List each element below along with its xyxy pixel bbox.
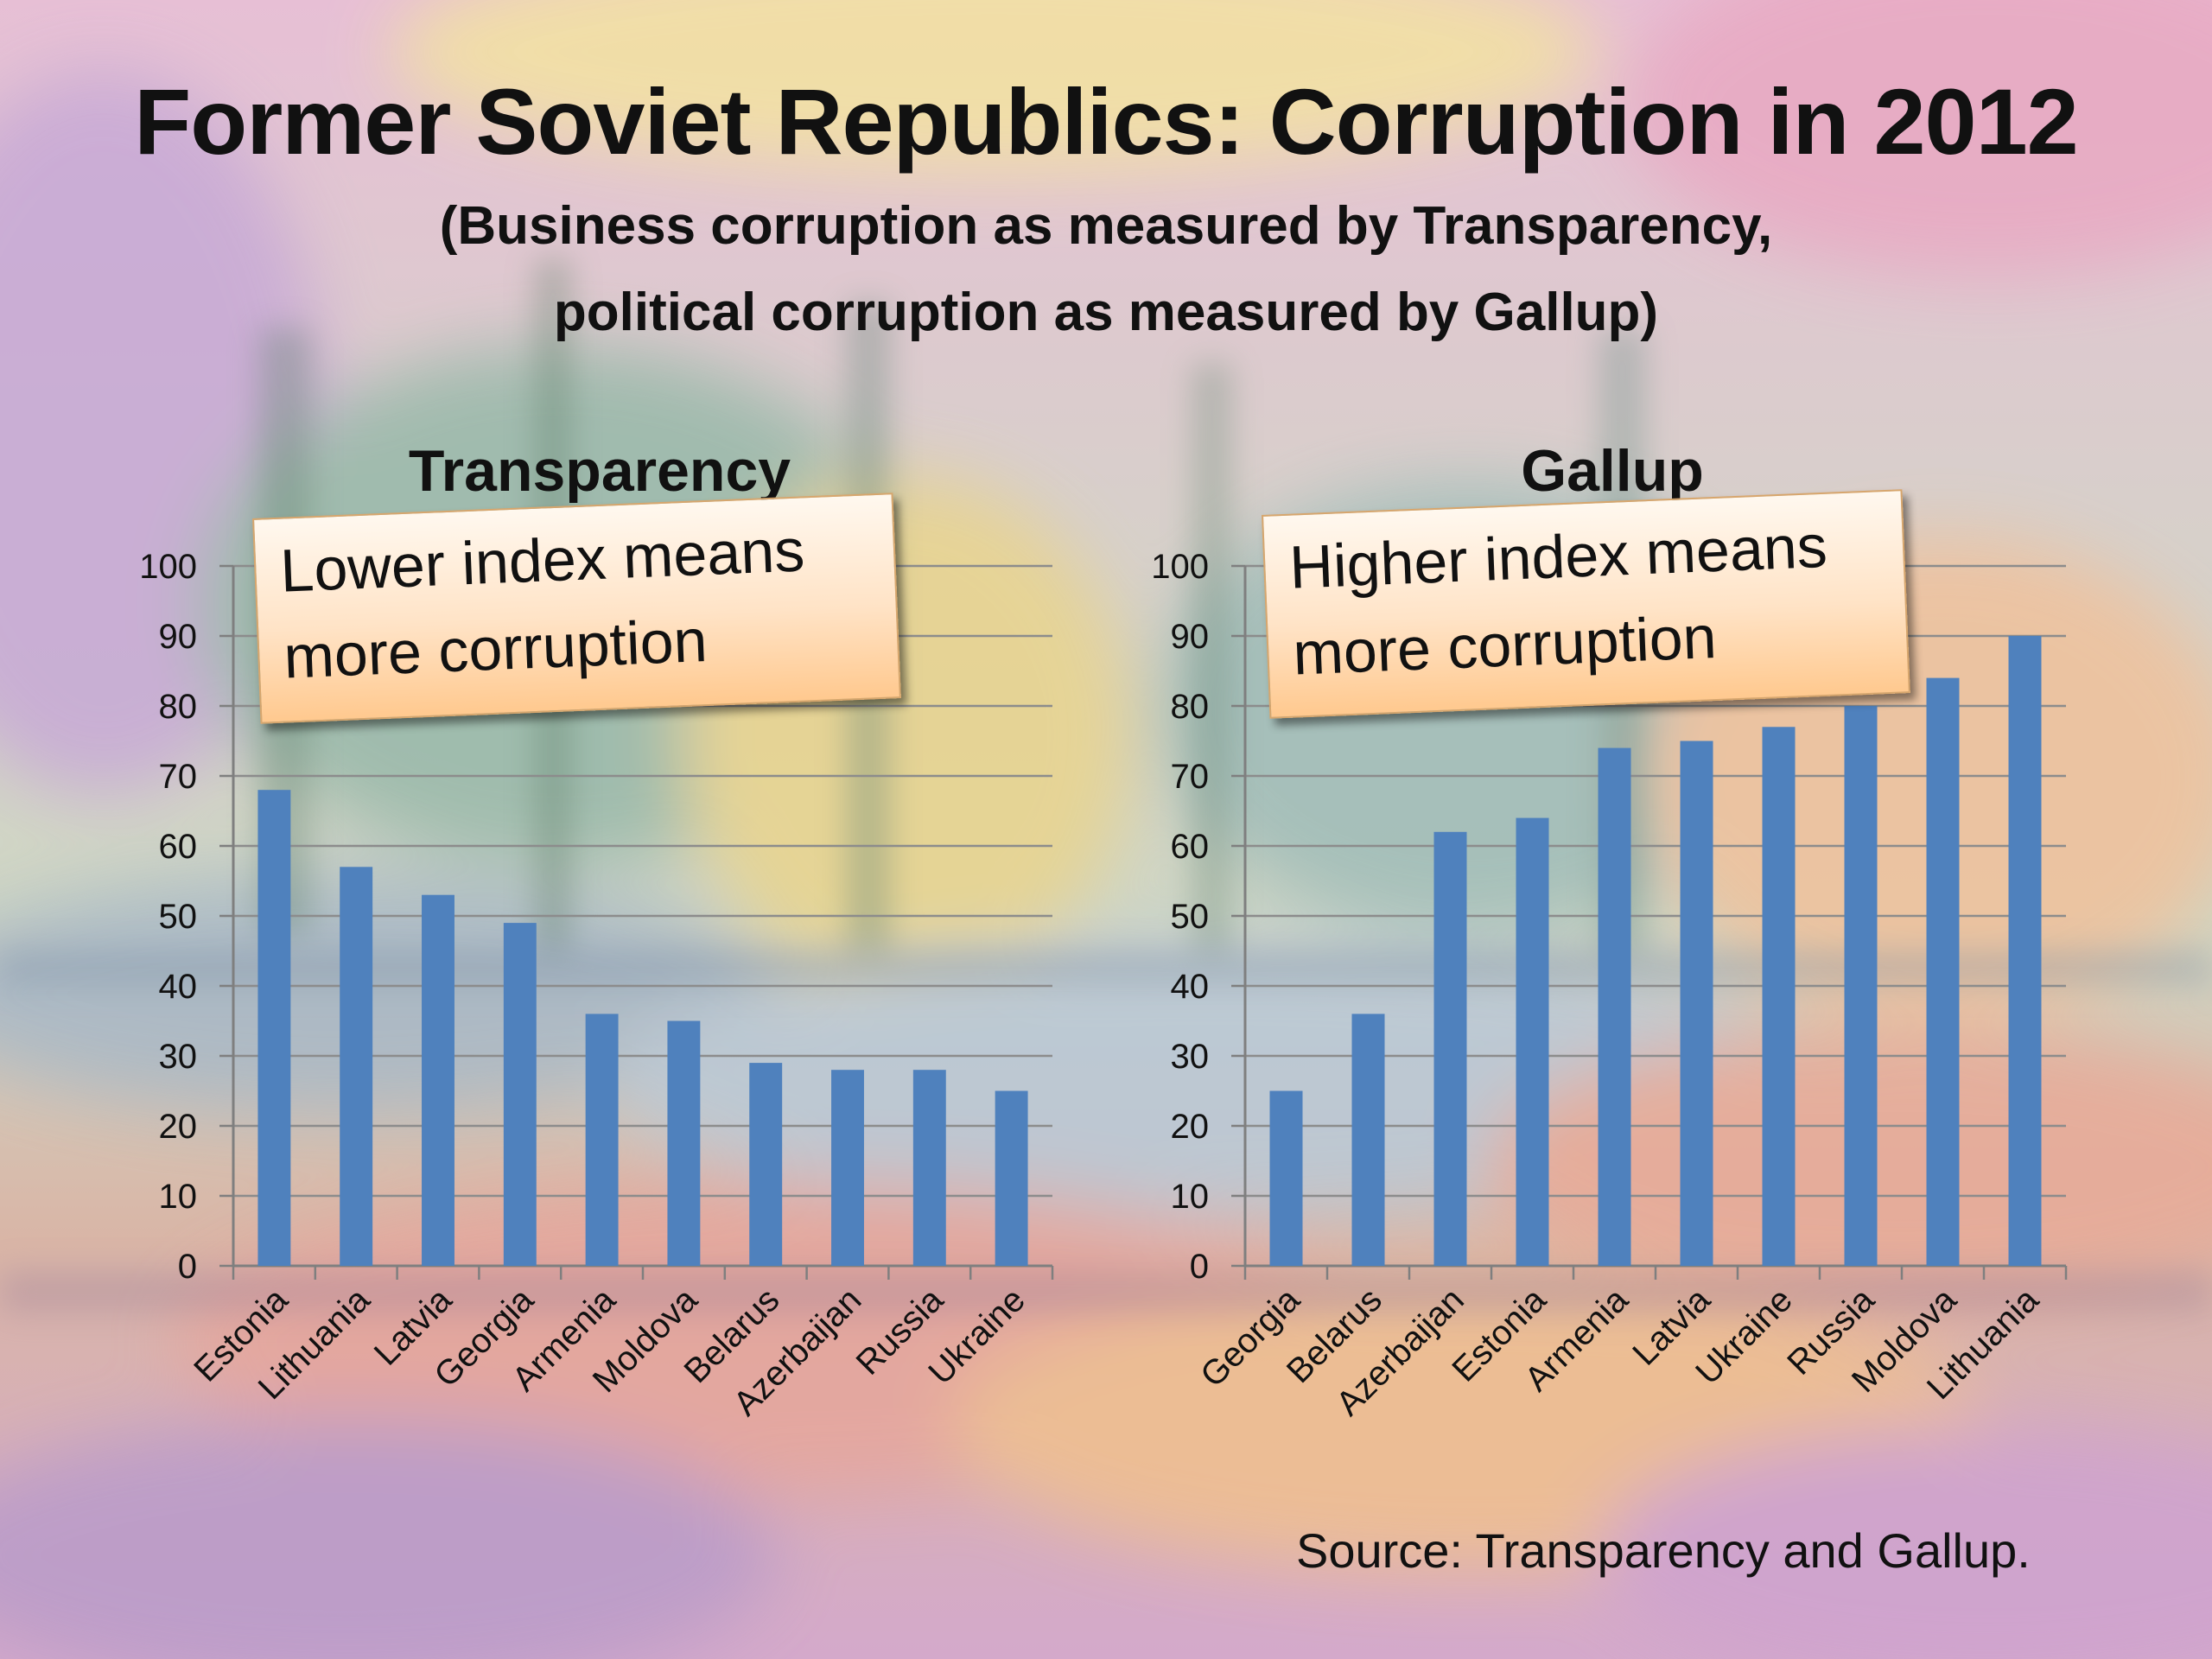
transparency-bar <box>503 923 537 1266</box>
transparency-y-tick-label: 90 <box>159 618 198 656</box>
gallup-y-tick-label: 10 <box>1171 1178 1210 1216</box>
transparency-bar <box>912 1070 946 1266</box>
gallup-bar <box>1516 817 1549 1266</box>
gallup-bar <box>1351 1014 1385 1266</box>
gallup-bar <box>1844 706 1878 1266</box>
transparency-bar <box>257 790 291 1266</box>
slide-subtitle-line-1: (Business corruption as measured by Tran… <box>439 196 1773 256</box>
slide-subtitle-line-2: political corruption as measured by Gall… <box>553 283 1659 342</box>
transparency-y-tick-label: 100 <box>139 548 197 586</box>
transparency-bar <box>340 867 373 1266</box>
transparency-y-tick-label: 70 <box>159 758 198 796</box>
gallup-y-tick-label: 90 <box>1171 618 1210 656</box>
gallup-bar <box>1598 747 1631 1266</box>
transparency-y-tick-label: 30 <box>159 1038 198 1076</box>
gallup-bar <box>2008 636 2042 1266</box>
gallup-bar <box>1269 1090 1303 1266</box>
transparency-bar <box>422 894 454 1266</box>
gallup-chart-title: Gallup <box>1521 438 1704 504</box>
transparency-y-tick-label: 60 <box>159 828 198 866</box>
gallup-y-tick-label: 20 <box>1171 1108 1210 1146</box>
transparency-bar <box>667 1020 701 1266</box>
transparency-chart-title: Transparency <box>409 438 791 504</box>
source-note: Source: Transparency and Gallup. <box>1296 1523 2031 1578</box>
gallup-y-tick-label: 60 <box>1171 828 1210 866</box>
transparency-bar <box>995 1090 1028 1266</box>
gallup-y-tick-label: 30 <box>1171 1038 1210 1076</box>
transparency-y-tick-label: 20 <box>159 1108 198 1146</box>
transparency-y-tick-label: 10 <box>159 1178 198 1216</box>
transparency-y-tick-label: 50 <box>159 898 198 936</box>
transparency-y-tick-label: 80 <box>159 688 198 726</box>
gallup-bar <box>1926 677 1960 1266</box>
transparency-annotation-callout: Lower index means more corruption <box>252 493 901 724</box>
gallup-y-tick-label: 40 <box>1171 968 1210 1006</box>
gallup-x-tick-label: Georgia <box>1193 1281 1307 1395</box>
gallup-y-tick-label: 70 <box>1171 758 1210 796</box>
transparency-y-tick-label: 0 <box>178 1248 197 1286</box>
transparency-y-tick-label: 40 <box>159 968 198 1006</box>
gallup-y-tick-label: 100 <box>1151 548 1209 586</box>
gallup-bar <box>1762 727 1796 1266</box>
gallup-y-tick-label: 80 <box>1171 688 1210 726</box>
gallup-bar <box>1433 831 1467 1266</box>
transparency-bar <box>749 1063 783 1266</box>
transparency-bar <box>831 1070 864 1266</box>
slide-title: Former Soviet Republics: Corruption in 2… <box>134 69 2078 174</box>
gallup-bar <box>1680 741 1713 1266</box>
gallup-annotation-callout: Higher index means more corruption <box>1262 489 1910 719</box>
gallup-y-tick-label: 50 <box>1171 898 1210 936</box>
transparency-bar <box>585 1014 619 1266</box>
gallup-y-tick-label: 0 <box>1190 1248 1209 1286</box>
